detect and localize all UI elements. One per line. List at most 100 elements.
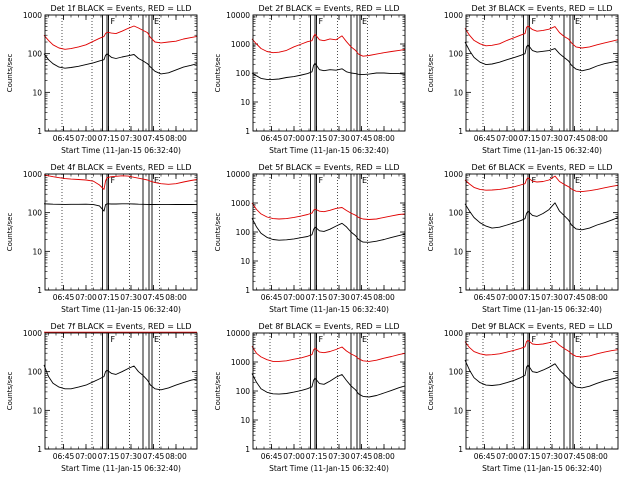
x-tick-label: 07:45 [564,134,586,143]
y-axis-label: Counts/sec [214,372,222,411]
x-axis-label: Start Time (11-Jan-15 06:32:40) [269,146,389,155]
x-tick-label: 06:45 [474,134,496,143]
events-series-line [43,203,198,212]
x-tick-label: 07:00 [496,452,518,461]
y-tick-label: 100 [236,387,251,396]
panel-title: Det 7f BLACK = Events, RED = LLD [50,322,191,331]
y-tick-label: 1 [245,286,250,295]
y-axis-label: Counts/sec [6,54,14,93]
lld-series-line [464,339,619,358]
x-tick-label: 07:00 [75,134,97,143]
y-tick-label: 1 [37,445,42,454]
x-tick-label: 07:15 [306,452,328,461]
x-tick-label: 07:00 [283,293,305,302]
y-tick-label: 10 [240,98,250,107]
panel-title: Det 4f BLACK = Events, RED = LLD [50,163,191,172]
x-tick-label: 07:30 [328,293,350,302]
interval-label: F [319,17,324,26]
interval-label: E [154,17,159,26]
interval-label: F [319,176,324,185]
x-axis-label: Start Time (11-Jan-15 06:32:40) [61,464,181,473]
x-axis-label: Start Time (11-Jan-15 06:32:40) [61,305,181,314]
y-tick-label: 10 [453,88,463,97]
lld-series-line [43,25,198,50]
detector-panel-6: Det 6f BLACK = Events, RED = LLD Counts/s… [427,163,619,314]
x-tick-label: 07:30 [120,134,142,143]
plot-frame [44,173,198,291]
lld-series-line [464,25,619,49]
y-tick-label: 100 [449,368,464,377]
interval-label: E [362,176,367,185]
x-tick-label: 08:00 [586,134,608,143]
x-tick-label: 07:00 [283,134,305,143]
y-tick-label: 1000 [23,329,42,338]
y-tick-label: 1 [37,286,42,295]
detector-panel-4: Det 4f BLACK = Events, RED = LLD Counts/s… [6,163,198,314]
detector-panel-3: Det 3f BLACK = Events, RED = LLD Counts/s… [427,4,619,155]
y-tick-label: 1000 [231,40,250,49]
panel-title: Det 3f BLACK = Events, RED = LLD [471,4,612,13]
detector-panel-5: Det 5f BLACK = Events, RED = LLD Counts/s… [214,163,406,314]
events-series-line [464,202,619,231]
y-axis-label: Counts/sec [427,213,435,252]
y-tick-label: 10000 [226,170,250,179]
plot-frame [252,14,406,132]
plot-frame [252,173,406,291]
x-tick-label: 07:45 [143,293,165,302]
y-axis-label: Counts/sec [427,372,435,411]
events-series-line [251,217,406,243]
plot-frame [465,332,619,450]
x-tick-label: 07:30 [541,134,563,143]
x-tick-label: 07:45 [351,293,373,302]
x-tick-label: 07:15 [519,452,541,461]
y-tick-label: 100 [449,209,464,218]
x-tick-label: 07:30 [328,134,350,143]
x-tick-label: 06:45 [261,293,283,302]
interval-label: F [111,335,116,344]
y-axis-label: Counts/sec [6,213,14,252]
x-axis-label: Start Time (11-Jan-15 06:32:40) [482,464,602,473]
interval-label: E [575,335,580,344]
y-tick-label: 100 [28,209,43,218]
x-tick-label: 08:00 [165,134,187,143]
panel-title: Det 2f BLACK = Events, RED = LLD [258,4,399,13]
interval-label: E [154,335,159,344]
x-tick-label: 07:15 [98,293,120,302]
plot-frame [465,14,619,132]
y-tick-label: 1 [245,127,250,136]
x-tick-label: 07:45 [564,452,586,461]
y-tick-label: 10 [32,88,42,97]
y-tick-label: 1 [458,127,463,136]
x-tick-label: 07:45 [564,293,586,302]
x-tick-label: 08:00 [373,452,395,461]
x-tick-label: 07:00 [283,452,305,461]
interval-label: E [362,335,367,344]
detector-panel-7: Det 7f BLACK = Events, RED = LLD Counts/s… [6,322,198,473]
y-tick-label: 1000 [23,11,42,20]
x-tick-label: 07:15 [306,293,328,302]
interval-label: F [532,176,537,185]
y-axis-label: Counts/sec [6,372,14,411]
x-tick-label: 07:45 [351,452,373,461]
x-axis-label: Start Time (11-Jan-15 06:32:40) [269,305,389,314]
x-tick-label: 07:00 [75,293,97,302]
interval-label: E [154,176,159,185]
y-tick-label: 100 [236,228,251,237]
y-tick-label: 10 [453,406,463,415]
events-series-line [464,359,619,389]
plot-frame [252,332,406,450]
interval-label: F [319,335,324,344]
lld-series-line [464,175,619,193]
x-tick-label: 06:45 [53,293,75,302]
x-tick-label: 06:45 [474,293,496,302]
panel-title: Det 8f BLACK = Events, RED = LLD [258,322,399,331]
y-tick-label: 100 [449,50,464,59]
lld-series-line [251,202,406,220]
lld-series-line [43,174,198,190]
y-tick-label: 10000 [226,11,250,20]
interval-label: E [575,176,580,185]
x-tick-label: 07:30 [120,452,142,461]
interval-label: F [111,17,116,26]
y-tick-label: 10 [32,406,42,415]
